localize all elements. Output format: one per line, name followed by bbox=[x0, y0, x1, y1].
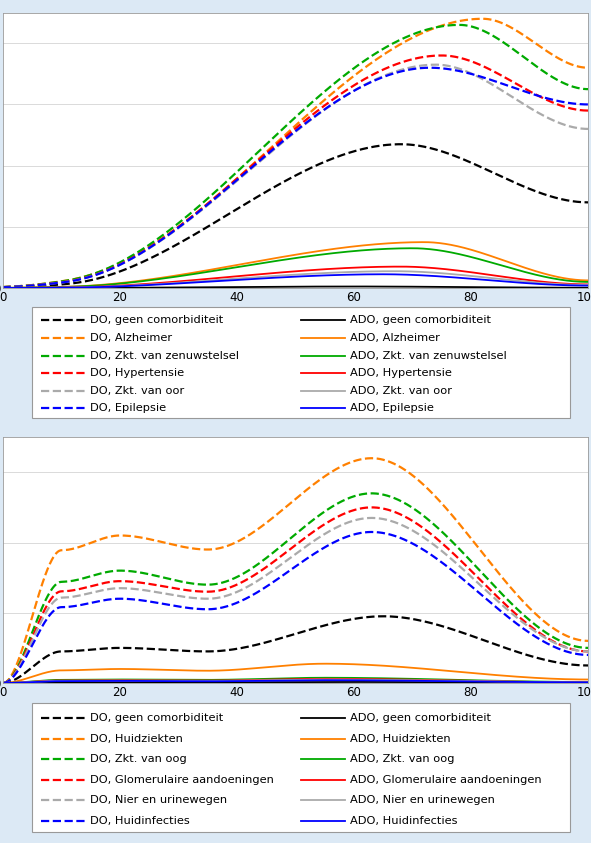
Text: DO, Zkt. van oog: DO, Zkt. van oog bbox=[90, 754, 186, 765]
Text: ADO, Huidinfecties: ADO, Huidinfecties bbox=[350, 816, 457, 826]
Text: ADO, Zkt. van oog: ADO, Zkt. van oog bbox=[350, 754, 454, 765]
Text: ADO, Zkt. van zenuwstelsel: ADO, Zkt. van zenuwstelsel bbox=[350, 351, 506, 361]
Text: ADO, Nier en urinewegen: ADO, Nier en urinewegen bbox=[350, 795, 495, 805]
Text: ADO, Zkt. van oor: ADO, Zkt. van oor bbox=[350, 386, 452, 395]
Text: ADO, Glomerulaire aandoeningen: ADO, Glomerulaire aandoeningen bbox=[350, 775, 541, 785]
Text: ADO, geen comorbiditeit: ADO, geen comorbiditeit bbox=[350, 315, 491, 325]
Text: DO, Zkt. van oor: DO, Zkt. van oor bbox=[90, 386, 184, 395]
Text: ADO, Hypertensie: ADO, Hypertensie bbox=[350, 368, 452, 379]
Text: ADO, Epilepsie: ADO, Epilepsie bbox=[350, 403, 434, 413]
Text: ADO, Huidziekten: ADO, Huidziekten bbox=[350, 733, 450, 744]
X-axis label: Leeftijd: Leeftijd bbox=[271, 705, 320, 717]
Text: DO, Hypertensie: DO, Hypertensie bbox=[90, 368, 184, 379]
Text: DO, geen comorbiditeit: DO, geen comorbiditeit bbox=[90, 315, 223, 325]
X-axis label: Leeftijd: Leeftijd bbox=[271, 309, 320, 322]
Text: DO, Huidziekten: DO, Huidziekten bbox=[90, 733, 183, 744]
Text: DO, Glomerulaire aandoeningen: DO, Glomerulaire aandoeningen bbox=[90, 775, 274, 785]
Text: DO, Huidinfecties: DO, Huidinfecties bbox=[90, 816, 189, 826]
Text: DO, geen comorbiditeit: DO, geen comorbiditeit bbox=[90, 713, 223, 723]
Text: DO, Alzheimer: DO, Alzheimer bbox=[90, 333, 171, 343]
Text: DO, Nier en urinewegen: DO, Nier en urinewegen bbox=[90, 795, 227, 805]
Text: ADO, geen comorbiditeit: ADO, geen comorbiditeit bbox=[350, 713, 491, 723]
Text: DO, Zkt. van zenuwstelsel: DO, Zkt. van zenuwstelsel bbox=[90, 351, 239, 361]
Text: DO, Epilepsie: DO, Epilepsie bbox=[90, 403, 165, 413]
Text: ADO, Alzheimer: ADO, Alzheimer bbox=[350, 333, 440, 343]
